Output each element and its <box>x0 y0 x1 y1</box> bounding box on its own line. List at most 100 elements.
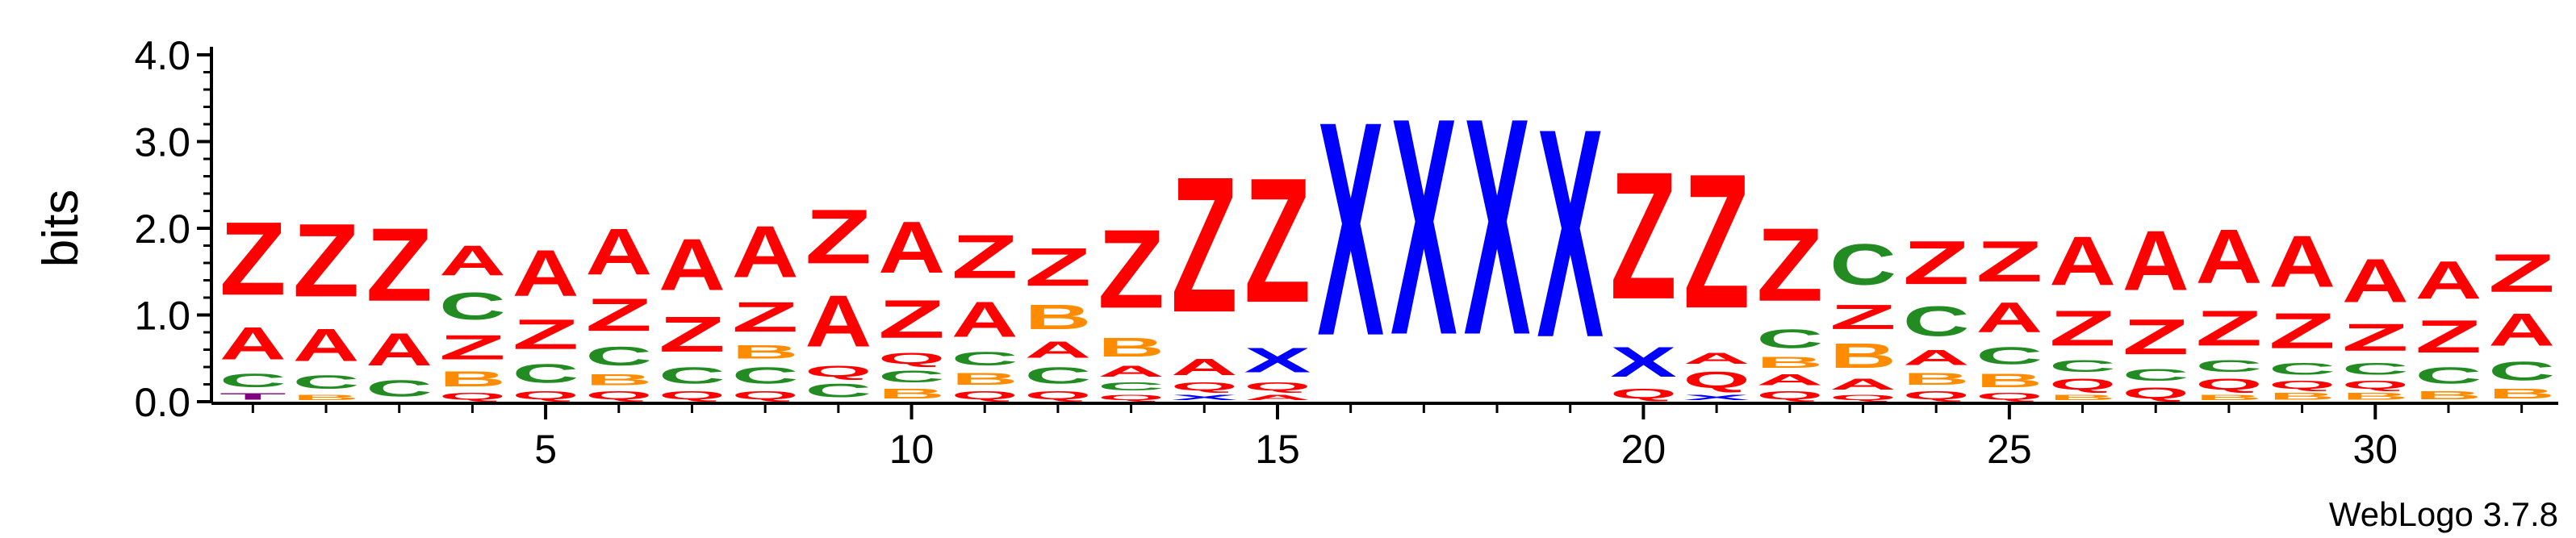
logo-letter-B: B <box>2196 393 2263 402</box>
logo-letter-Z: Z <box>1976 229 2043 294</box>
logo-letter-Q: Q <box>2122 385 2189 402</box>
logo-letter-B: B <box>293 393 360 402</box>
logo-letter-B: B <box>1098 332 1165 362</box>
logo-letter-Z: Z <box>2342 315 2409 359</box>
logo-letter-C: C <box>585 341 652 371</box>
x-tick-label: 5 <box>534 427 557 472</box>
logo-letter-Z: Z <box>878 289 945 349</box>
y-tick-label: 0.0 <box>134 380 190 425</box>
logo-letter-A: A <box>2415 250 2482 311</box>
logo-column-3: CAZ <box>366 206 433 402</box>
logo-letter-C: C <box>220 369 286 391</box>
x-tick-label: 20 <box>1621 427 1666 472</box>
y-tick-label: 1.0 <box>134 294 190 339</box>
logo-letter-B: B <box>2488 386 2555 402</box>
logo-letter-A: A <box>1025 336 1092 362</box>
logo-letter-A: A <box>1171 354 1238 380</box>
x-tick-label: 30 <box>2352 427 2398 472</box>
logo-letter-Z: Z <box>1098 207 1165 332</box>
logo-letter-Q: Q <box>951 389 1018 402</box>
logo-column-19: X <box>1537 68 1604 400</box>
logo-column-18: X <box>1464 55 1531 400</box>
y-axis-title: bits <box>33 190 89 267</box>
logo-letter-Q: Q <box>2269 378 2336 391</box>
logo-letter-Q: Q <box>1025 389 1092 402</box>
logo-letter-Q: Q <box>1683 367 1750 393</box>
logo-letter-C: C <box>293 371 360 393</box>
logo-letter-C: C <box>1976 342 2043 369</box>
logo-letter-Z: Z <box>951 222 1018 291</box>
logo-letter-A: A <box>2122 214 2189 309</box>
logo-letter-A: A <box>439 236 506 284</box>
logo-letter-Q: Q <box>512 389 579 402</box>
weblogo-credit: WebLogo 3.7.8 <box>2329 495 2558 533</box>
logo-letter-Q: Q <box>1903 389 1970 402</box>
logo-letter-A: A <box>293 319 360 371</box>
x-tick-label: 15 <box>1255 427 1300 472</box>
logo-letter-Q: Q <box>732 389 799 402</box>
logo-letter-A: A <box>2488 304 2555 356</box>
logo-letter-Z: Z <box>2488 243 2555 303</box>
logo-letter-C: C <box>2488 356 2555 386</box>
logo-letter-B: B <box>2049 393 2116 402</box>
logo-letter-A: A <box>2049 223 2116 300</box>
logo-letter-C: C <box>2269 359 2336 378</box>
logo-letter-X: X <box>1171 393 1238 402</box>
logo-letter-Z: Z <box>1171 138 1238 353</box>
logo-letter-C: C <box>1025 362 1092 388</box>
y-minor-ticks <box>203 71 211 386</box>
logo-letter-B: B <box>2342 391 2409 402</box>
logo-letter-X: X <box>1244 341 1311 380</box>
y-axis: 0.0 1.0 2.0 3.0 4.0 bits <box>33 33 213 425</box>
logo-letter-C: C <box>2196 357 2263 376</box>
logo-letter-Z: Z <box>512 311 579 358</box>
logo-letter-T: T <box>220 391 286 402</box>
logo-letter-B: B <box>951 369 1018 389</box>
logo-letter-A: A <box>1244 393 1311 402</box>
logo-letter-A: A <box>1903 345 1970 369</box>
logo-letter-Z: Z <box>2415 311 2482 362</box>
x-ticks: 5 10 15 20 25 30 <box>251 403 2524 472</box>
x-tick-label: 25 <box>1987 427 2032 472</box>
logo-letter-Q: Q <box>439 391 506 402</box>
logo-letter-B: B <box>1756 354 1823 371</box>
logo-letter-X: X <box>1464 55 1531 400</box>
logo-letter-Z: Z <box>1683 135 1750 349</box>
logo-letter-Z: Z <box>2049 301 2116 357</box>
logo-letter-A: A <box>1683 350 1750 367</box>
logo-letter-X: X <box>1537 68 1604 400</box>
logo-letter-Z: Z <box>1025 236 1092 297</box>
logo-letter-Z: Z <box>2122 309 2189 365</box>
logo-letter-C: C <box>659 362 726 388</box>
logo-letter-B: B <box>878 386 945 402</box>
logo-letter-A: A <box>805 280 872 362</box>
logo-letter-B: B <box>732 341 799 363</box>
logo-letter-Z: Z <box>439 328 506 367</box>
logo-letter-X: X <box>1610 339 1677 386</box>
logo-letter-X: X <box>1683 393 1750 402</box>
logo-letter-Z: Z <box>585 290 652 341</box>
logo-letter-Q: Q <box>878 350 945 367</box>
logo-letter-Q: Q <box>805 363 872 380</box>
